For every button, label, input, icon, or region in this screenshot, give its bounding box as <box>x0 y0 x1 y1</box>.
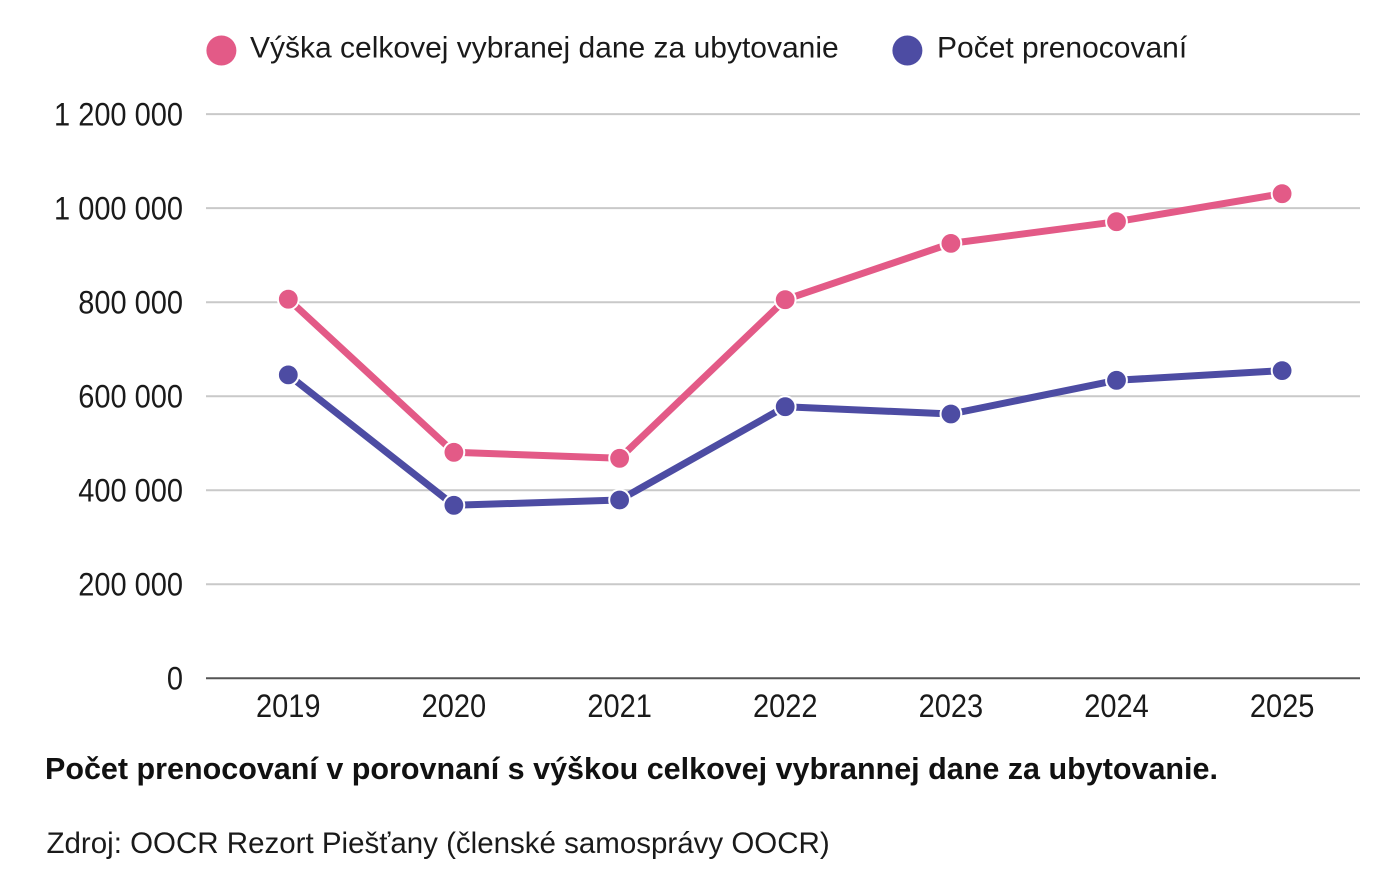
svg-text:2024: 2024 <box>1084 689 1149 725</box>
svg-text:2019: 2019 <box>256 689 321 725</box>
svg-text:600 000: 600 000 <box>78 379 183 415</box>
svg-text:2022: 2022 <box>753 689 818 725</box>
svg-text:Počet prenocovaní: Počet prenocovaní <box>937 32 1188 65</box>
svg-text:400 000: 400 000 <box>78 473 183 509</box>
svg-text:2020: 2020 <box>422 689 487 725</box>
svg-text:2023: 2023 <box>919 689 984 725</box>
svg-text:200 000: 200 000 <box>78 567 183 603</box>
svg-text:Počet prenocovaní v porovnaní: Počet prenocovaní v porovnaní s výškou c… <box>45 752 1218 786</box>
svg-text:1 200 000: 1 200 000 <box>54 97 183 133</box>
svg-text:2021: 2021 <box>587 689 652 725</box>
svg-text:Zdroj: OOCR Rezort Piešťany (č: Zdroj: OOCR Rezort Piešťany (členské sam… <box>47 827 830 860</box>
svg-text:Výška celkovej vybranej dane z: Výška celkovej vybranej dane za ubytovan… <box>250 32 839 65</box>
svg-text:0: 0 <box>167 661 183 697</box>
svg-text:800 000: 800 000 <box>78 285 183 321</box>
svg-text:2025: 2025 <box>1250 689 1315 725</box>
svg-text:1 000 000: 1 000 000 <box>54 191 183 227</box>
